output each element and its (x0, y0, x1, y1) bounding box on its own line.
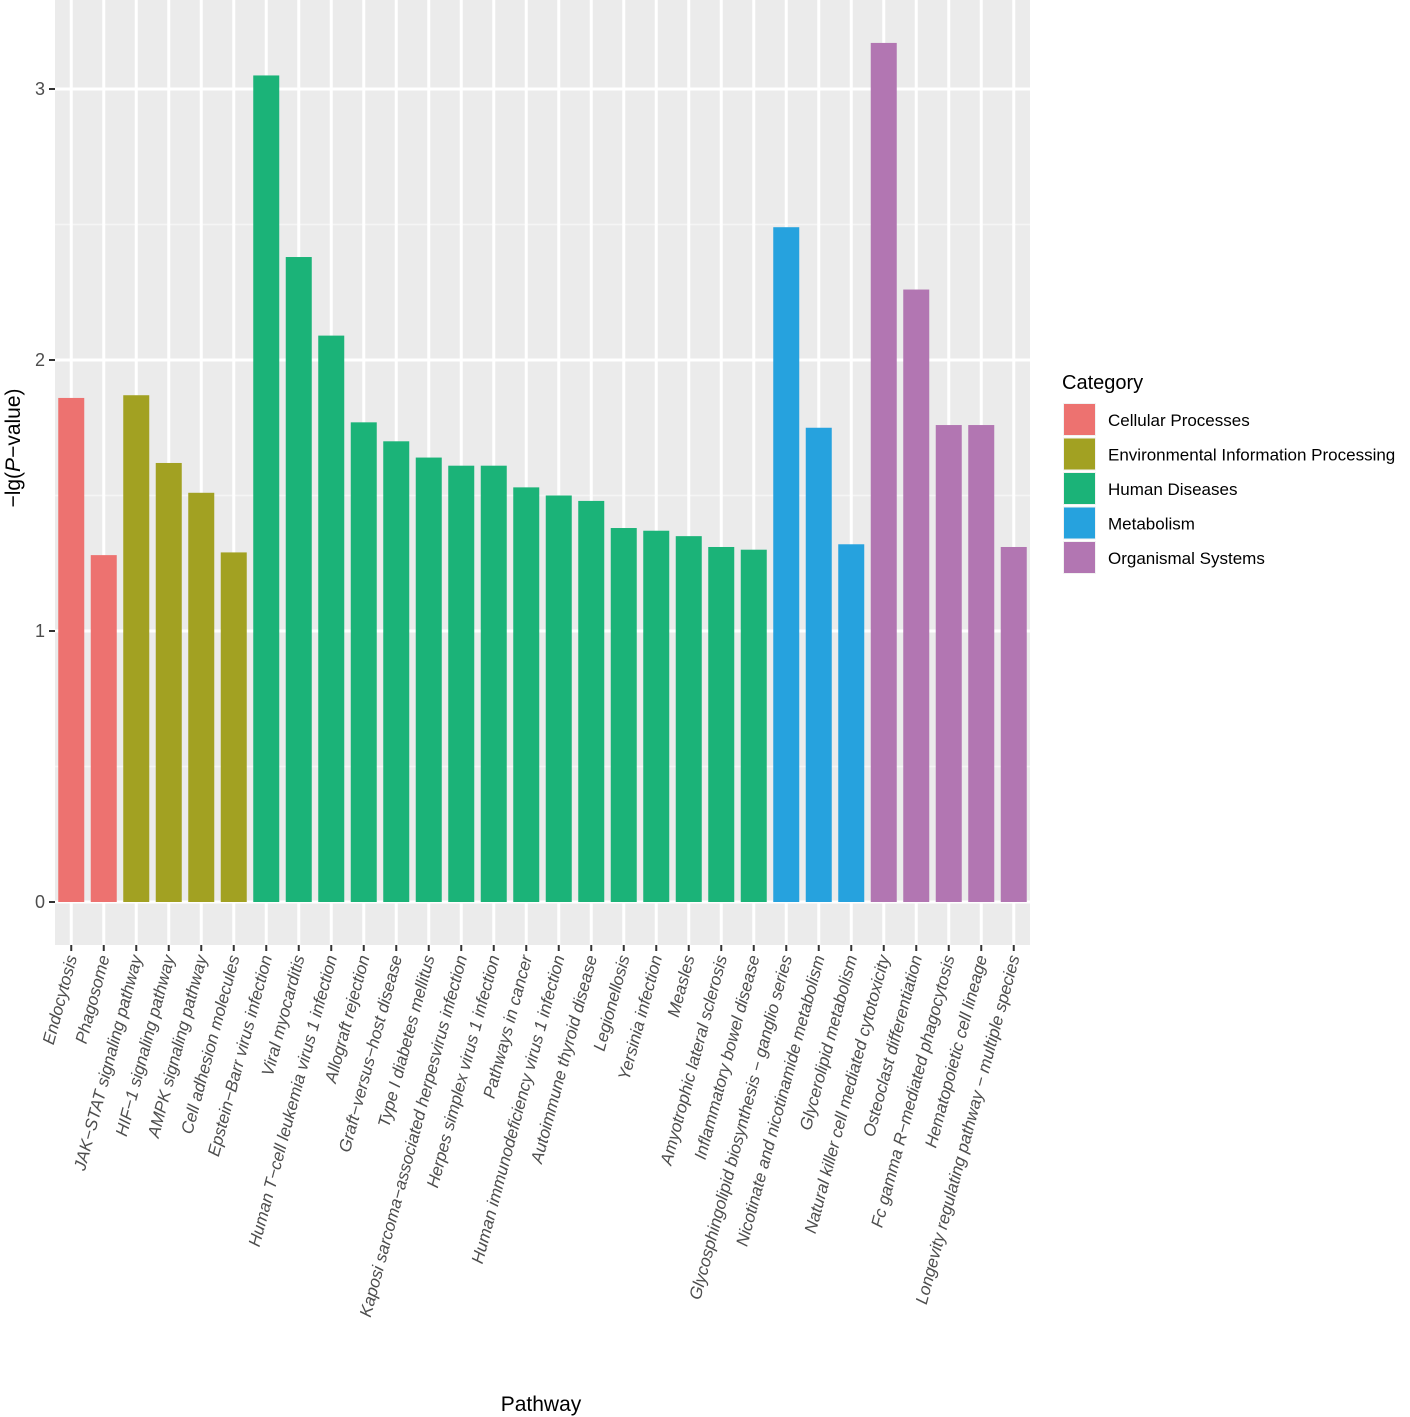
legend-swatch (1064, 473, 1095, 504)
bar (708, 546, 735, 902)
bar (838, 544, 865, 902)
legend-swatch (1064, 404, 1095, 435)
bar (415, 457, 442, 902)
bar (188, 492, 215, 902)
y-tick-label: 0 (35, 892, 45, 912)
legend-swatch (1064, 438, 1095, 470)
legend-label: Metabolism (1108, 515, 1195, 534)
bar (968, 425, 995, 902)
bar (773, 227, 800, 902)
legend-swatch (1064, 542, 1095, 573)
x-axis-title: Pathway (501, 1393, 582, 1416)
legend-label: Cellular Processes (1108, 411, 1250, 430)
x-tick-label: Measles (664, 953, 699, 1020)
legend-items: Cellular Processes Environmental Informat… (1063, 403, 1395, 574)
y-tick-label: 2 (35, 350, 45, 370)
y-tick-label: 3 (35, 79, 45, 99)
bar (58, 397, 85, 902)
bar (123, 395, 150, 902)
y-axis-title: −lg(P−value) (2, 388, 25, 507)
legend-label: Organismal Systems (1108, 549, 1265, 568)
bar (1000, 546, 1027, 902)
legend-label: Environmental Information Processing (1108, 446, 1395, 465)
bar (610, 528, 637, 902)
bar (383, 441, 410, 902)
bar (220, 552, 247, 902)
legend-label: Human Diseases (1108, 480, 1237, 499)
bar (578, 500, 605, 902)
bar (675, 536, 702, 902)
bars (58, 42, 1027, 903)
y-axis: 0 1 2 3 (35, 79, 55, 912)
bar (448, 465, 475, 902)
legend-swatch (1064, 507, 1095, 539)
y-tick-label: 1 (35, 621, 45, 641)
bar (253, 75, 280, 902)
bar (545, 495, 572, 902)
bar (513, 487, 540, 902)
plot-panel (55, 0, 1030, 945)
legend-title: Category (1062, 372, 1143, 394)
bar (350, 422, 377, 902)
bar (935, 425, 962, 902)
bar (903, 289, 930, 902)
legend: Category Cellular Processes Environmental… (1062, 372, 1395, 574)
bar (805, 427, 832, 902)
bar (870, 42, 897, 903)
bar (318, 335, 345, 902)
bar (90, 555, 117, 902)
minor-gridlines (55, 223, 1030, 768)
bar (740, 549, 767, 902)
bar (480, 465, 507, 902)
bar (155, 462, 182, 902)
bar (643, 530, 670, 902)
bar (285, 257, 312, 902)
